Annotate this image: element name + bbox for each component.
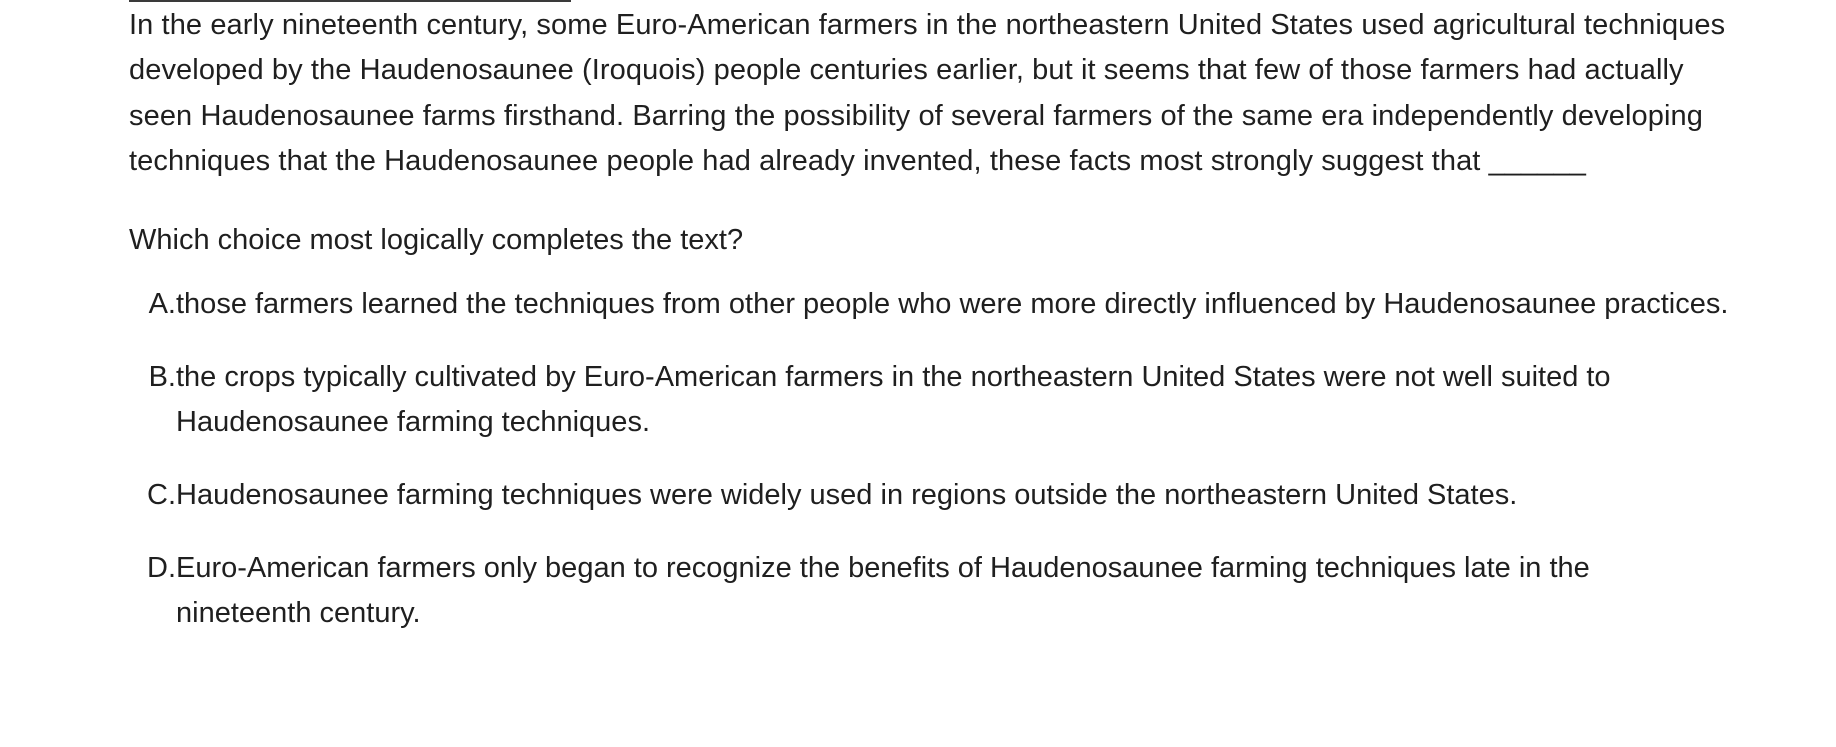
choice-a[interactable]: A. those farmers learned the techniques … (129, 282, 1729, 327)
choice-b-letter: B. (148, 361, 176, 394)
passage-text: In the early nineteenth century, some Eu… (129, 9, 1726, 177)
choice-c-text: Haudenosaunee farming techniques were wi… (176, 479, 1518, 512)
choice-d-text: Euro-American farmers only began to reco… (176, 552, 1590, 630)
choice-d-letter: D. (147, 552, 176, 585)
question-prompt: Which choice most logically completes th… (129, 224, 744, 257)
question-content: In the early nineteenth century, some Eu… (129, 0, 1729, 664)
choice-b-text: the crops typically cultivated by Euro-A… (176, 361, 1611, 439)
answer-choices: A. those farmers learned the techniques … (129, 282, 1729, 636)
choice-a-text: those farmers learned the techniques fro… (176, 288, 1729, 321)
choice-c[interactable]: C. Haudenosaunee farming techniques were… (129, 473, 1729, 518)
choice-a-letter: A. (148, 288, 176, 321)
choice-c-letter: C. (147, 479, 176, 512)
choice-d[interactable]: D. Euro-American farmers only began to r… (129, 546, 1729, 636)
choice-b[interactable]: B. the crops typically cultivated by Eur… (129, 355, 1729, 445)
top-divider (129, 0, 571, 2)
